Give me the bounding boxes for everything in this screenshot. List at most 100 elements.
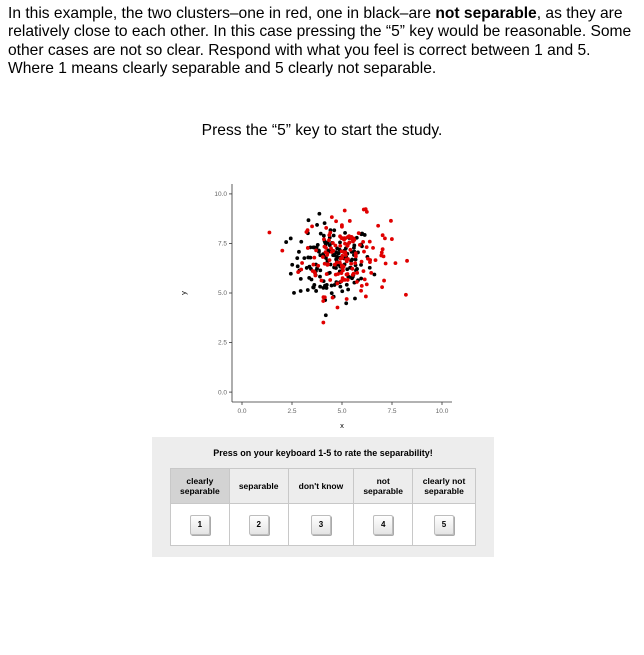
scatter-point-series-2 — [319, 278, 324, 283]
scatter-point-series-1 — [324, 286, 329, 290]
scatter-point-series-2 — [380, 233, 385, 238]
rating-panel: Press on your keyboard 1-5 to rate the s… — [152, 437, 494, 557]
key-2-button[interactable]: 2 — [248, 514, 269, 535]
scatter-point-series-2 — [373, 258, 378, 263]
scatter-point-series-1 — [317, 249, 321, 254]
scatter-point-series-1 — [334, 257, 339, 262]
scatter-point-series-1 — [329, 291, 334, 296]
scatter-point-series-2 — [363, 294, 368, 299]
scatter-point-series-2 — [312, 269, 317, 274]
y-tick-label: 7.5 — [218, 241, 227, 248]
scatter-point-series-2 — [356, 231, 361, 236]
scatter-point-series-2 — [367, 239, 372, 244]
start-prompt: Press the “5” key to start the study. — [201, 122, 443, 139]
x-tick-label: 7.5 — [387, 408, 396, 415]
scatter-point-series-2 — [324, 226, 329, 230]
scatter-point-series-2 — [355, 270, 360, 275]
rating-label-1: clearly separable — [170, 467, 230, 505]
scatter-point-series-2 — [350, 272, 355, 277]
scatter-point-series-1 — [331, 233, 336, 238]
scatter-point-series-1 — [332, 283, 337, 287]
scatter-point-series-1 — [318, 284, 323, 289]
scatter-point-series-2 — [334, 219, 338, 224]
scatter-point-series-2 — [305, 246, 310, 250]
scatter-point-series-2 — [320, 255, 325, 259]
scatter-point-series-1 — [295, 256, 300, 261]
key-1-button[interactable]: 1 — [189, 514, 210, 535]
scatter-point-series-2 — [389, 218, 393, 223]
scatter-point-series-2 — [371, 245, 375, 250]
scatter-point-series-1 — [346, 287, 351, 292]
scatter-point-series-2 — [338, 243, 343, 248]
scatter-point-series-1 — [297, 249, 301, 254]
scatter-point-series-2 — [313, 273, 318, 278]
scatter-point-series-1 — [353, 257, 358, 262]
scatter-point-series-2 — [321, 299, 326, 303]
scatter-point-series-2 — [338, 256, 343, 261]
scatter-point-series-1 — [317, 211, 322, 216]
rating-cell-5: 5 — [412, 503, 476, 546]
scatter-point-series-2 — [379, 250, 384, 255]
scatter-point-series-2 — [335, 281, 340, 286]
scatter-point-series-2 — [361, 239, 366, 244]
scatter-point-series-1 — [327, 270, 332, 275]
rating-label-4: not separable — [353, 467, 414, 505]
scatter-point-series-2 — [364, 245, 369, 249]
scatter-point-series-1 — [321, 233, 326, 238]
scatter-point-series-1 — [322, 221, 327, 225]
y-tick-label: 2.5 — [218, 340, 227, 347]
y-tick-label: 10.0 — [214, 191, 227, 198]
scatter-point-series-2 — [341, 264, 346, 269]
rating-table: clearly separable separable don't know no… — [170, 467, 476, 546]
scatter-point-series-1 — [292, 290, 296, 295]
scatter-point-series-2 — [326, 262, 330, 267]
scatter-point-series-2 — [310, 224, 314, 229]
scatter-point-series-2 — [342, 208, 347, 213]
scatter-point-series-2 — [347, 219, 352, 223]
instructions-text: In this example, the two clusters–one in… — [8, 5, 638, 79]
scatter-point-series-1 — [367, 265, 372, 270]
scatter-point-series-1 — [359, 262, 363, 267]
scatter-point-series-1 — [288, 236, 293, 241]
scatter-point-series-1 — [350, 276, 354, 281]
y-tick-label: 5.0 — [218, 290, 227, 297]
scatter-point-series-1 — [355, 267, 359, 271]
scatter-point-series-2 — [366, 256, 370, 261]
scatter-point-series-2 — [331, 241, 335, 245]
key-4-button[interactable]: 4 — [373, 514, 394, 535]
rating-cell-4: 4 — [353, 503, 414, 546]
scatter-point-series-2 — [341, 250, 346, 255]
scatter-point-series-2 — [322, 244, 327, 249]
scatter-point-series-2 — [347, 240, 352, 245]
rating-label-3: don't know — [287, 467, 355, 505]
scatter-point-series-2 — [345, 243, 350, 248]
scatter-point-series-2 — [330, 295, 335, 300]
scatter-point-series-2 — [340, 253, 345, 258]
rating-title: Press on your keyboard 1-5 to rate the s… — [213, 448, 433, 458]
scatter-point-series-2 — [380, 247, 385, 252]
scatter-point-series-2 — [347, 234, 351, 239]
scatter-point-series-1 — [323, 313, 328, 318]
scatter-point-series-2 — [353, 251, 358, 256]
rating-label-5: clearly not separable — [412, 467, 476, 505]
scatter-point-series-2 — [300, 261, 304, 265]
scatter-point-series-2 — [316, 263, 321, 268]
scatter-point-series-1 — [299, 239, 304, 244]
key-3-button[interactable]: 3 — [310, 514, 331, 535]
scatter-point-series-2 — [351, 236, 356, 241]
scatter-point-series-1 — [314, 245, 319, 250]
scatter-point-series-1 — [306, 218, 311, 223]
scatter-point-series-1 — [338, 284, 343, 289]
scatter-point-series-2 — [353, 261, 358, 265]
scatter-point-series-2 — [345, 278, 350, 282]
scatter-point-series-1 — [332, 228, 337, 233]
scatter-point-series-2 — [362, 277, 367, 282]
scatter-point-series-2 — [324, 272, 329, 276]
key-5-button[interactable]: 5 — [434, 514, 455, 535]
scatter-point-series-1 — [344, 282, 349, 287]
x-tick-label: 5.0 — [337, 408, 346, 415]
scatter-point-series-1 — [318, 231, 323, 236]
scatter-point-series-2 — [355, 280, 359, 284]
scatter-point-series-2 — [379, 253, 384, 258]
scatter-point-series-2 — [344, 272, 349, 277]
